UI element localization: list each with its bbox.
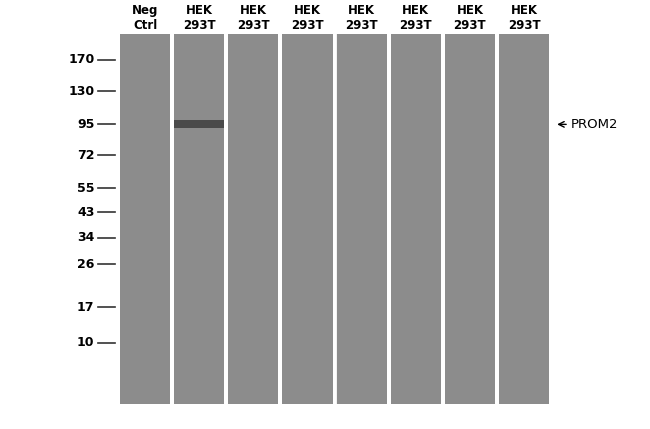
Bar [228,34,278,404]
Text: HEK
293T: HEK 293T [454,3,486,32]
Bar [120,34,170,404]
Text: 34: 34 [77,231,94,245]
Bar [499,34,549,404]
Text: 10: 10 [77,336,94,349]
Text: HEK
293T: HEK 293T [291,3,324,32]
Text: HEK
293T: HEK 293T [237,3,270,32]
Text: 17: 17 [77,301,94,314]
Text: 170: 170 [68,53,94,66]
Bar [391,34,441,404]
Text: 26: 26 [77,258,94,271]
Text: 43: 43 [77,206,94,219]
Bar [174,34,224,404]
Bar [445,34,495,404]
Text: 55: 55 [77,182,94,195]
Text: 130: 130 [68,85,94,97]
Text: HEK
293T: HEK 293T [508,3,540,32]
Bar [337,34,387,404]
Text: 95: 95 [77,118,94,131]
Text: HEK
293T: HEK 293T [183,3,216,32]
Text: HEK
293T: HEK 293T [400,3,432,32]
Bar [282,34,333,404]
Bar [174,120,224,128]
Text: PROM2: PROM2 [571,118,618,131]
Text: HEK
293T: HEK 293T [345,3,378,32]
Text: 72: 72 [77,148,94,162]
Text: Neg
Ctrl: Neg Ctrl [132,3,158,32]
